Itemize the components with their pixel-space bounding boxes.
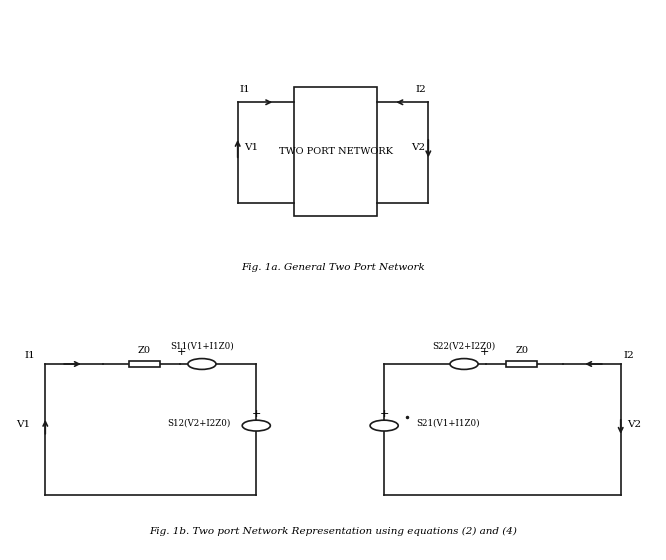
Bar (129, 361, 160, 367)
Text: V2: V2 (412, 143, 426, 152)
Text: I2: I2 (416, 85, 426, 94)
Text: Z0: Z0 (138, 346, 151, 355)
Text: Fig. 1a. General Two Port Network: Fig. 1a. General Two Port Network (241, 263, 425, 272)
Circle shape (188, 358, 216, 370)
Text: S21(V1+I1Z0): S21(V1+I1Z0) (416, 419, 480, 428)
Circle shape (242, 420, 270, 431)
Text: TWO PORT NETWORK: TWO PORT NETWORK (278, 147, 392, 156)
Text: S11(V1+I1Z0): S11(V1+I1Z0) (170, 342, 234, 351)
Text: +: + (380, 409, 389, 419)
Circle shape (450, 358, 478, 370)
Text: +: + (176, 347, 186, 357)
Text: I1: I1 (239, 85, 250, 94)
Text: S12(V2+I2Z0): S12(V2+I2Z0) (167, 419, 230, 428)
Bar (294, 87, 377, 216)
Text: Z0: Z0 (515, 346, 528, 355)
Text: +: + (252, 409, 261, 419)
Text: Fig. 1b. Two port Network Representation using equations (2) and (4): Fig. 1b. Two port Network Representation… (149, 528, 517, 536)
Bar (506, 361, 537, 367)
Text: V1: V1 (244, 143, 258, 152)
Text: I1: I1 (25, 351, 35, 360)
Text: V2: V2 (627, 420, 641, 429)
Text: +: + (480, 347, 490, 357)
Text: V1: V1 (17, 420, 31, 429)
Text: S22(V2+I2Z0): S22(V2+I2Z0) (432, 342, 496, 351)
Circle shape (370, 420, 398, 431)
Text: I2: I2 (624, 351, 635, 360)
